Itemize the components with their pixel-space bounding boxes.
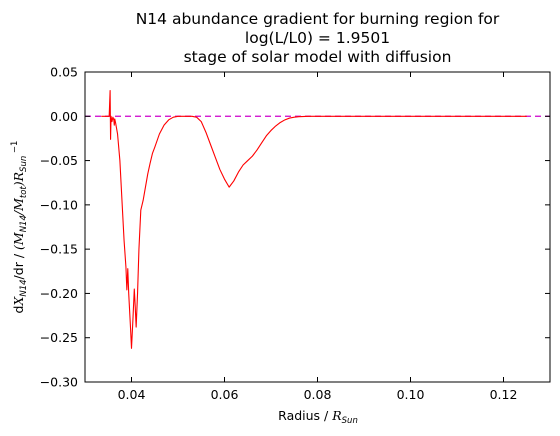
x-tick-label: 0.04 (118, 387, 146, 402)
series-layer (101, 90, 527, 349)
y-tick-label: −0.25 (40, 330, 78, 345)
plot-frame (84, 71, 551, 383)
y-tick-label: 0.00 (50, 109, 78, 124)
y-tick-label: −0.20 (40, 286, 78, 301)
x-tick-label: 0.10 (397, 387, 425, 402)
chart-title-line-1: N14 abundance gradient for burning regio… (135, 10, 500, 28)
x-axis-label-subscript: Sun (342, 416, 358, 426)
chart-title-line-2: log(L/L0) = 1.9501 (244, 29, 391, 47)
series-line-0 (101, 90, 527, 349)
y-tick-label: −0.10 (40, 197, 78, 212)
x-axis-label-main: Radius / (278, 408, 332, 423)
y-tick-label: 0.05 (50, 65, 78, 80)
x-tick-label: 0.08 (304, 387, 332, 402)
y-tick-label: −0.30 (40, 375, 78, 390)
x-tick-label: 0.06 (211, 387, 239, 402)
x-tick-label: 0.12 (490, 387, 518, 402)
chart-title-line-3: stage of solar model with diffusion (183, 48, 452, 66)
x-axis-label: Radius / RSun (278, 408, 358, 426)
tick-layer: 0.04 0.06 0.08 0.10 0.12 0.05 0.00 −0.05 −0.10 −0… (40, 65, 550, 402)
y-axis-label: dXN14/dr / (MN14/Mtot)RSun −1 (10, 141, 29, 314)
plot-area-background (85, 72, 550, 382)
y-tick-label: −0.05 (40, 153, 78, 168)
y-tick-label: −0.15 (40, 242, 78, 257)
x-axis-label-symbol: R (331, 408, 341, 423)
